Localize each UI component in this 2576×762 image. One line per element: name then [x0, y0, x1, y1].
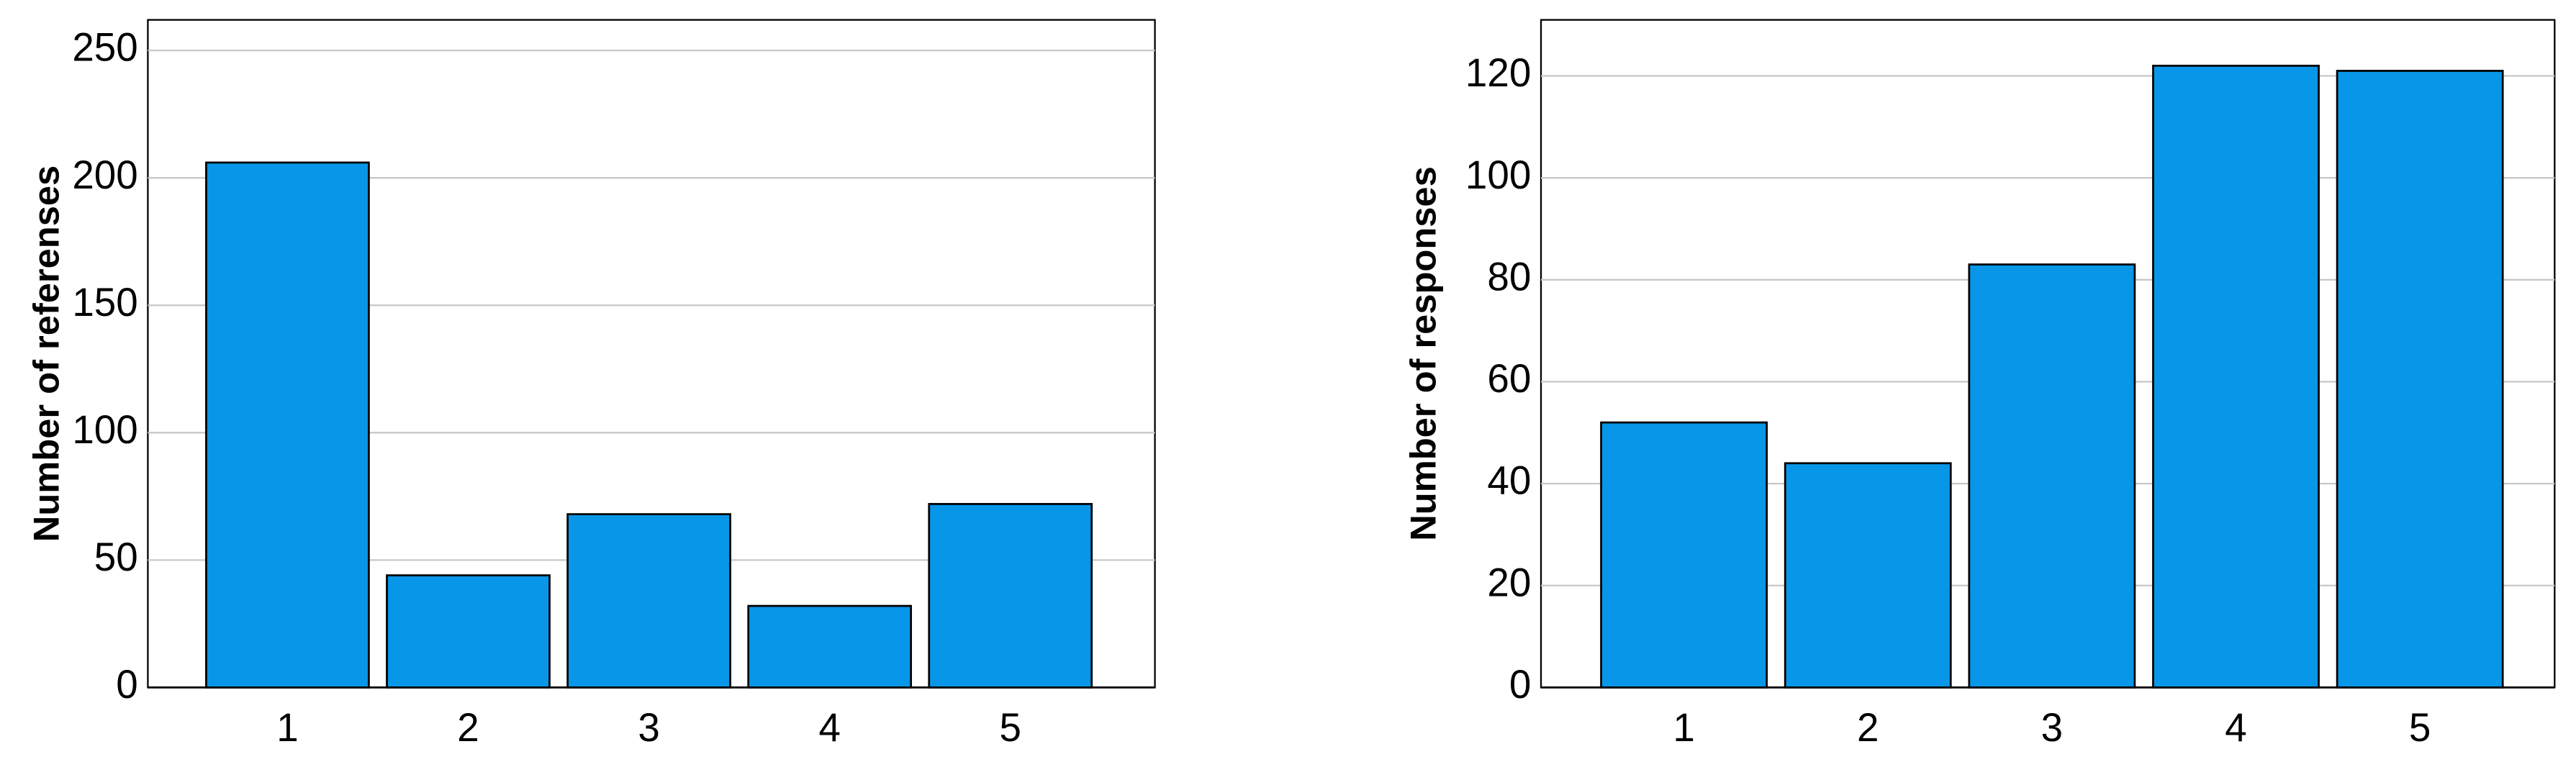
bar — [2336, 70, 2504, 689]
y-tick-label: 80 — [1487, 254, 1531, 299]
y-tick-label: 50 — [94, 535, 138, 579]
x-tick-label: 2 — [457, 705, 479, 750]
bar — [205, 161, 370, 689]
bar — [1784, 462, 1952, 689]
x-tick-label: 5 — [1000, 705, 1021, 750]
bar — [928, 503, 1093, 689]
x-tick-label: 4 — [818, 705, 840, 750]
y-tick-label: 100 — [1465, 153, 1531, 197]
x-tick-label: 3 — [638, 705, 659, 750]
y-tick-label: 250 — [72, 24, 137, 69]
chart: 0 20 40 60 80 100 120 Number of responses 1 2 3 4 5 — [1403, 19, 2556, 750]
y-tick-label: 0 — [116, 662, 137, 707]
x-tick-label: 3 — [2041, 705, 2063, 750]
y-tick-label: 0 — [1509, 662, 1531, 707]
x-tick-label: 2 — [1857, 705, 1879, 750]
bar — [566, 513, 731, 689]
y-axis-title: Number of responses — [1403, 166, 1444, 541]
y-tick-label: 60 — [1487, 356, 1531, 401]
x-tick-label: 1 — [276, 705, 298, 750]
bar — [747, 604, 913, 689]
x-tick-label: 4 — [2225, 705, 2246, 750]
bar — [1968, 263, 2136, 689]
y-tick-label: 40 — [1487, 458, 1531, 502]
y-tick-label: 20 — [1487, 560, 1531, 604]
bar — [2152, 64, 2320, 689]
x-tick-label: 1 — [1673, 705, 1694, 750]
y-tick-label: 150 — [72, 280, 137, 325]
chart: 0 50 100 150 200 250 Number of referenses 1 2 3 4 5 — [26, 19, 1156, 750]
y-tick-label: 200 — [72, 153, 137, 197]
y-tick-label: 100 — [72, 407, 137, 452]
bar — [386, 574, 551, 689]
y-axis-title: Number of referenses — [26, 165, 67, 542]
bar — [1600, 421, 1768, 689]
x-tick-label: 5 — [2409, 705, 2431, 750]
y-tick-label: 120 — [1465, 50, 1531, 95]
